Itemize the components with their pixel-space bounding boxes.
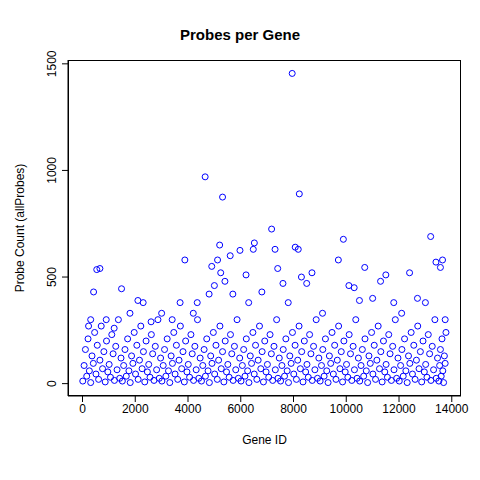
svg-text:10000: 10000 [330,402,364,416]
svg-text:1500: 1500 [45,50,59,77]
svg-text:12000: 12000 [382,402,416,416]
svg-text:Probe Count (allProbes): Probe Count (allProbes) [13,164,27,293]
svg-text:500: 500 [45,267,59,287]
svg-text:0: 0 [45,380,59,387]
svg-text:1000: 1000 [45,157,59,184]
svg-text:2000: 2000 [122,402,149,416]
svg-text:14000: 14000 [435,402,469,416]
svg-text:8000: 8000 [280,402,307,416]
svg-text:6000: 6000 [227,402,254,416]
svg-text:Gene ID: Gene ID [242,433,287,447]
svg-text:4000: 4000 [175,402,202,416]
svg-text:0: 0 [79,402,86,416]
html-text:Probes per Gene: Probes per Gene [180,26,300,43]
